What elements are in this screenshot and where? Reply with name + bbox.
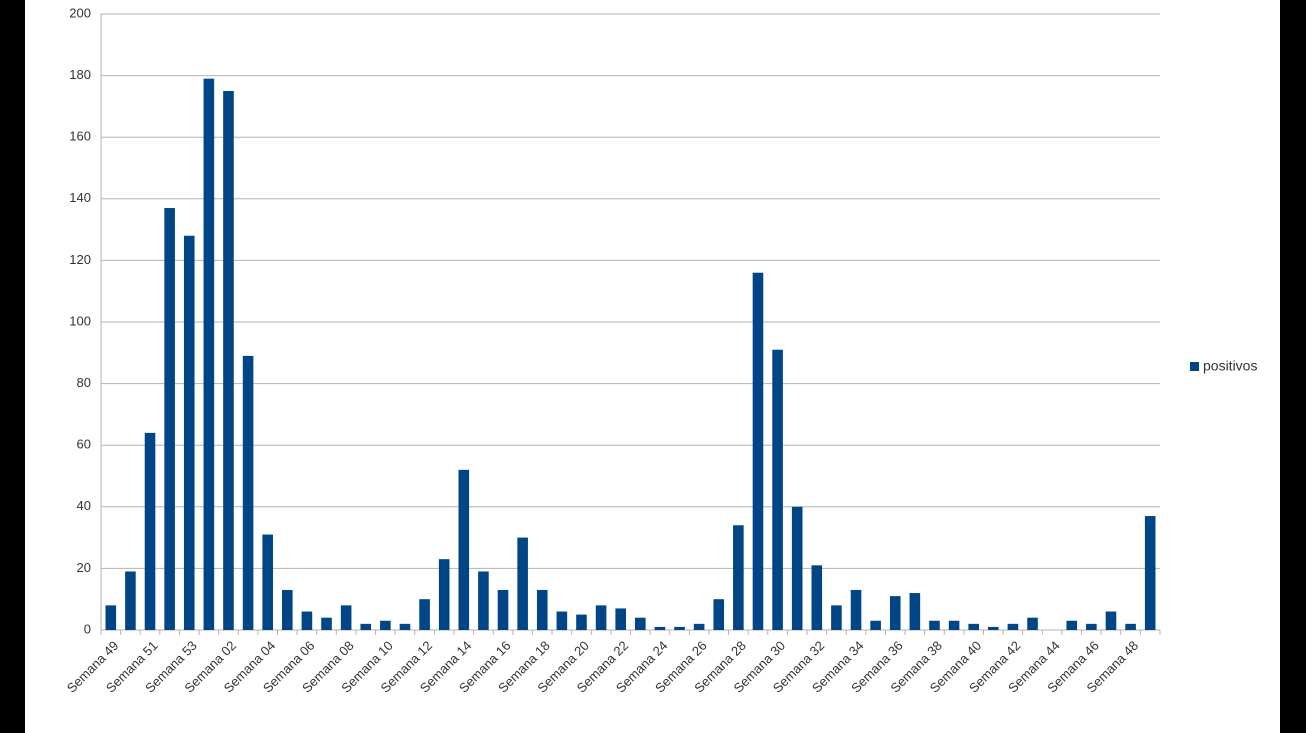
bar xyxy=(733,525,744,630)
y-tick-label: 20 xyxy=(77,560,91,575)
y-tick-label: 0 xyxy=(84,621,91,636)
bar xyxy=(380,620,391,630)
y-tick-label: 40 xyxy=(77,498,91,513)
bar xyxy=(301,611,313,630)
bar xyxy=(850,589,862,630)
y-tick-label: 200 xyxy=(69,5,91,20)
bar xyxy=(654,626,666,630)
bar xyxy=(1086,623,1097,630)
bar xyxy=(242,355,254,630)
bar xyxy=(615,608,626,630)
bar xyxy=(497,589,509,630)
bar xyxy=(752,272,764,630)
bar xyxy=(988,626,999,630)
bar xyxy=(360,623,372,630)
bar xyxy=(164,208,175,631)
bar xyxy=(870,620,881,630)
bar xyxy=(262,534,273,630)
bar xyxy=(125,571,136,630)
y-tick-label: 80 xyxy=(77,375,91,390)
bar xyxy=(576,614,587,630)
bar xyxy=(556,611,568,630)
bar xyxy=(1105,611,1117,630)
bar xyxy=(144,432,156,630)
bar xyxy=(772,349,783,630)
bar xyxy=(321,617,332,630)
bar xyxy=(1144,516,1156,630)
bar xyxy=(811,565,823,630)
y-tick-label: 60 xyxy=(77,437,91,452)
bar xyxy=(713,599,725,630)
y-tick-label: 120 xyxy=(69,252,91,267)
bar xyxy=(1125,623,1136,630)
bar xyxy=(1027,617,1038,630)
y-tick-label: 140 xyxy=(69,190,91,205)
bar xyxy=(282,589,293,630)
bar xyxy=(929,620,940,630)
bar xyxy=(595,605,607,630)
bar xyxy=(458,469,470,630)
y-tick-label: 100 xyxy=(69,313,91,328)
bar xyxy=(399,623,411,630)
bar xyxy=(674,626,685,630)
bar xyxy=(478,571,489,630)
bar xyxy=(105,605,117,630)
bar xyxy=(203,78,215,631)
bar xyxy=(831,605,842,630)
bar xyxy=(1007,623,1019,630)
bar xyxy=(889,596,901,630)
bar xyxy=(340,605,352,630)
bar xyxy=(791,506,803,630)
chart-background xyxy=(25,0,1280,733)
legend-label: positivos xyxy=(1203,358,1257,374)
bar xyxy=(517,537,528,630)
y-tick-label: 180 xyxy=(69,67,91,82)
bar xyxy=(909,593,921,630)
bar xyxy=(968,623,979,630)
y-tick-label: 160 xyxy=(69,129,91,144)
bar xyxy=(536,589,548,630)
bar xyxy=(635,617,646,630)
bar xyxy=(1066,620,1078,630)
bar xyxy=(223,91,234,630)
bar xyxy=(183,235,195,630)
bar xyxy=(948,620,960,630)
bar xyxy=(693,623,705,630)
bar xyxy=(438,559,450,630)
legend-swatch xyxy=(1190,362,1199,371)
bar xyxy=(419,599,430,630)
